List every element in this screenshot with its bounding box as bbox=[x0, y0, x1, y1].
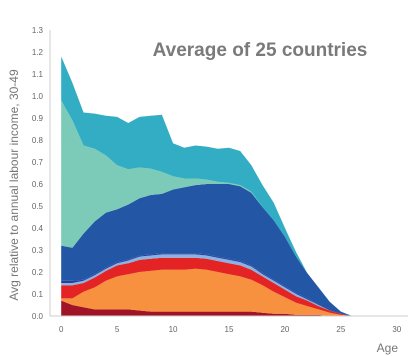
y-tick-label: 0.2 bbox=[32, 268, 44, 277]
y-tick-label: 0.0 bbox=[32, 312, 44, 321]
x-tick-labels: 0 5 10 15 20 25 30 bbox=[59, 325, 402, 334]
area-series-7 bbox=[61, 100, 353, 317]
y-tick-label: 0.8 bbox=[32, 136, 44, 145]
y-tick-label: 0.3 bbox=[32, 246, 44, 255]
chart-title: Average of 25 countries bbox=[153, 40, 368, 61]
y-tick-labels: 0.0 0.1 0.2 0.3 0.4 0.5 0.6 0.7 0.8 0.9 1.0 1.1 1.2 1… bbox=[32, 26, 44, 321]
area-series-8 bbox=[61, 56, 353, 317]
y-tick-label: 0.1 bbox=[32, 290, 44, 299]
area-series-1 bbox=[61, 300, 353, 316]
area-series-6 bbox=[61, 184, 353, 316]
y-tick-label: 1.1 bbox=[32, 70, 44, 79]
area-series-2 bbox=[61, 268, 353, 316]
x-tick-label: 0 bbox=[59, 325, 64, 334]
y-tick-label: 0.4 bbox=[32, 224, 44, 233]
y-axis-label: Avg relative to annual labour income, 30… bbox=[7, 69, 21, 301]
x-axis-label: Age bbox=[377, 341, 399, 355]
y-tick-label: 1.0 bbox=[32, 92, 44, 101]
x-tick-label: 5 bbox=[115, 325, 120, 334]
area-layers bbox=[61, 56, 353, 317]
x-tick-label: 10 bbox=[169, 325, 178, 334]
y-tick-label: 0.6 bbox=[32, 180, 44, 189]
y-tick-label: 1.2 bbox=[32, 48, 44, 57]
x-tick-label: 20 bbox=[280, 325, 289, 334]
y-tick-label: 1.3 bbox=[32, 26, 44, 35]
y-tick-label: 0.5 bbox=[32, 202, 44, 211]
area-series-3 bbox=[61, 257, 353, 316]
x-tick-label: 25 bbox=[336, 325, 345, 334]
y-tick-label: 0.7 bbox=[32, 158, 44, 167]
y-tick-label: 0.9 bbox=[32, 114, 44, 123]
x-tick-label: 30 bbox=[392, 325, 401, 334]
x-tick-label: 15 bbox=[225, 325, 234, 334]
